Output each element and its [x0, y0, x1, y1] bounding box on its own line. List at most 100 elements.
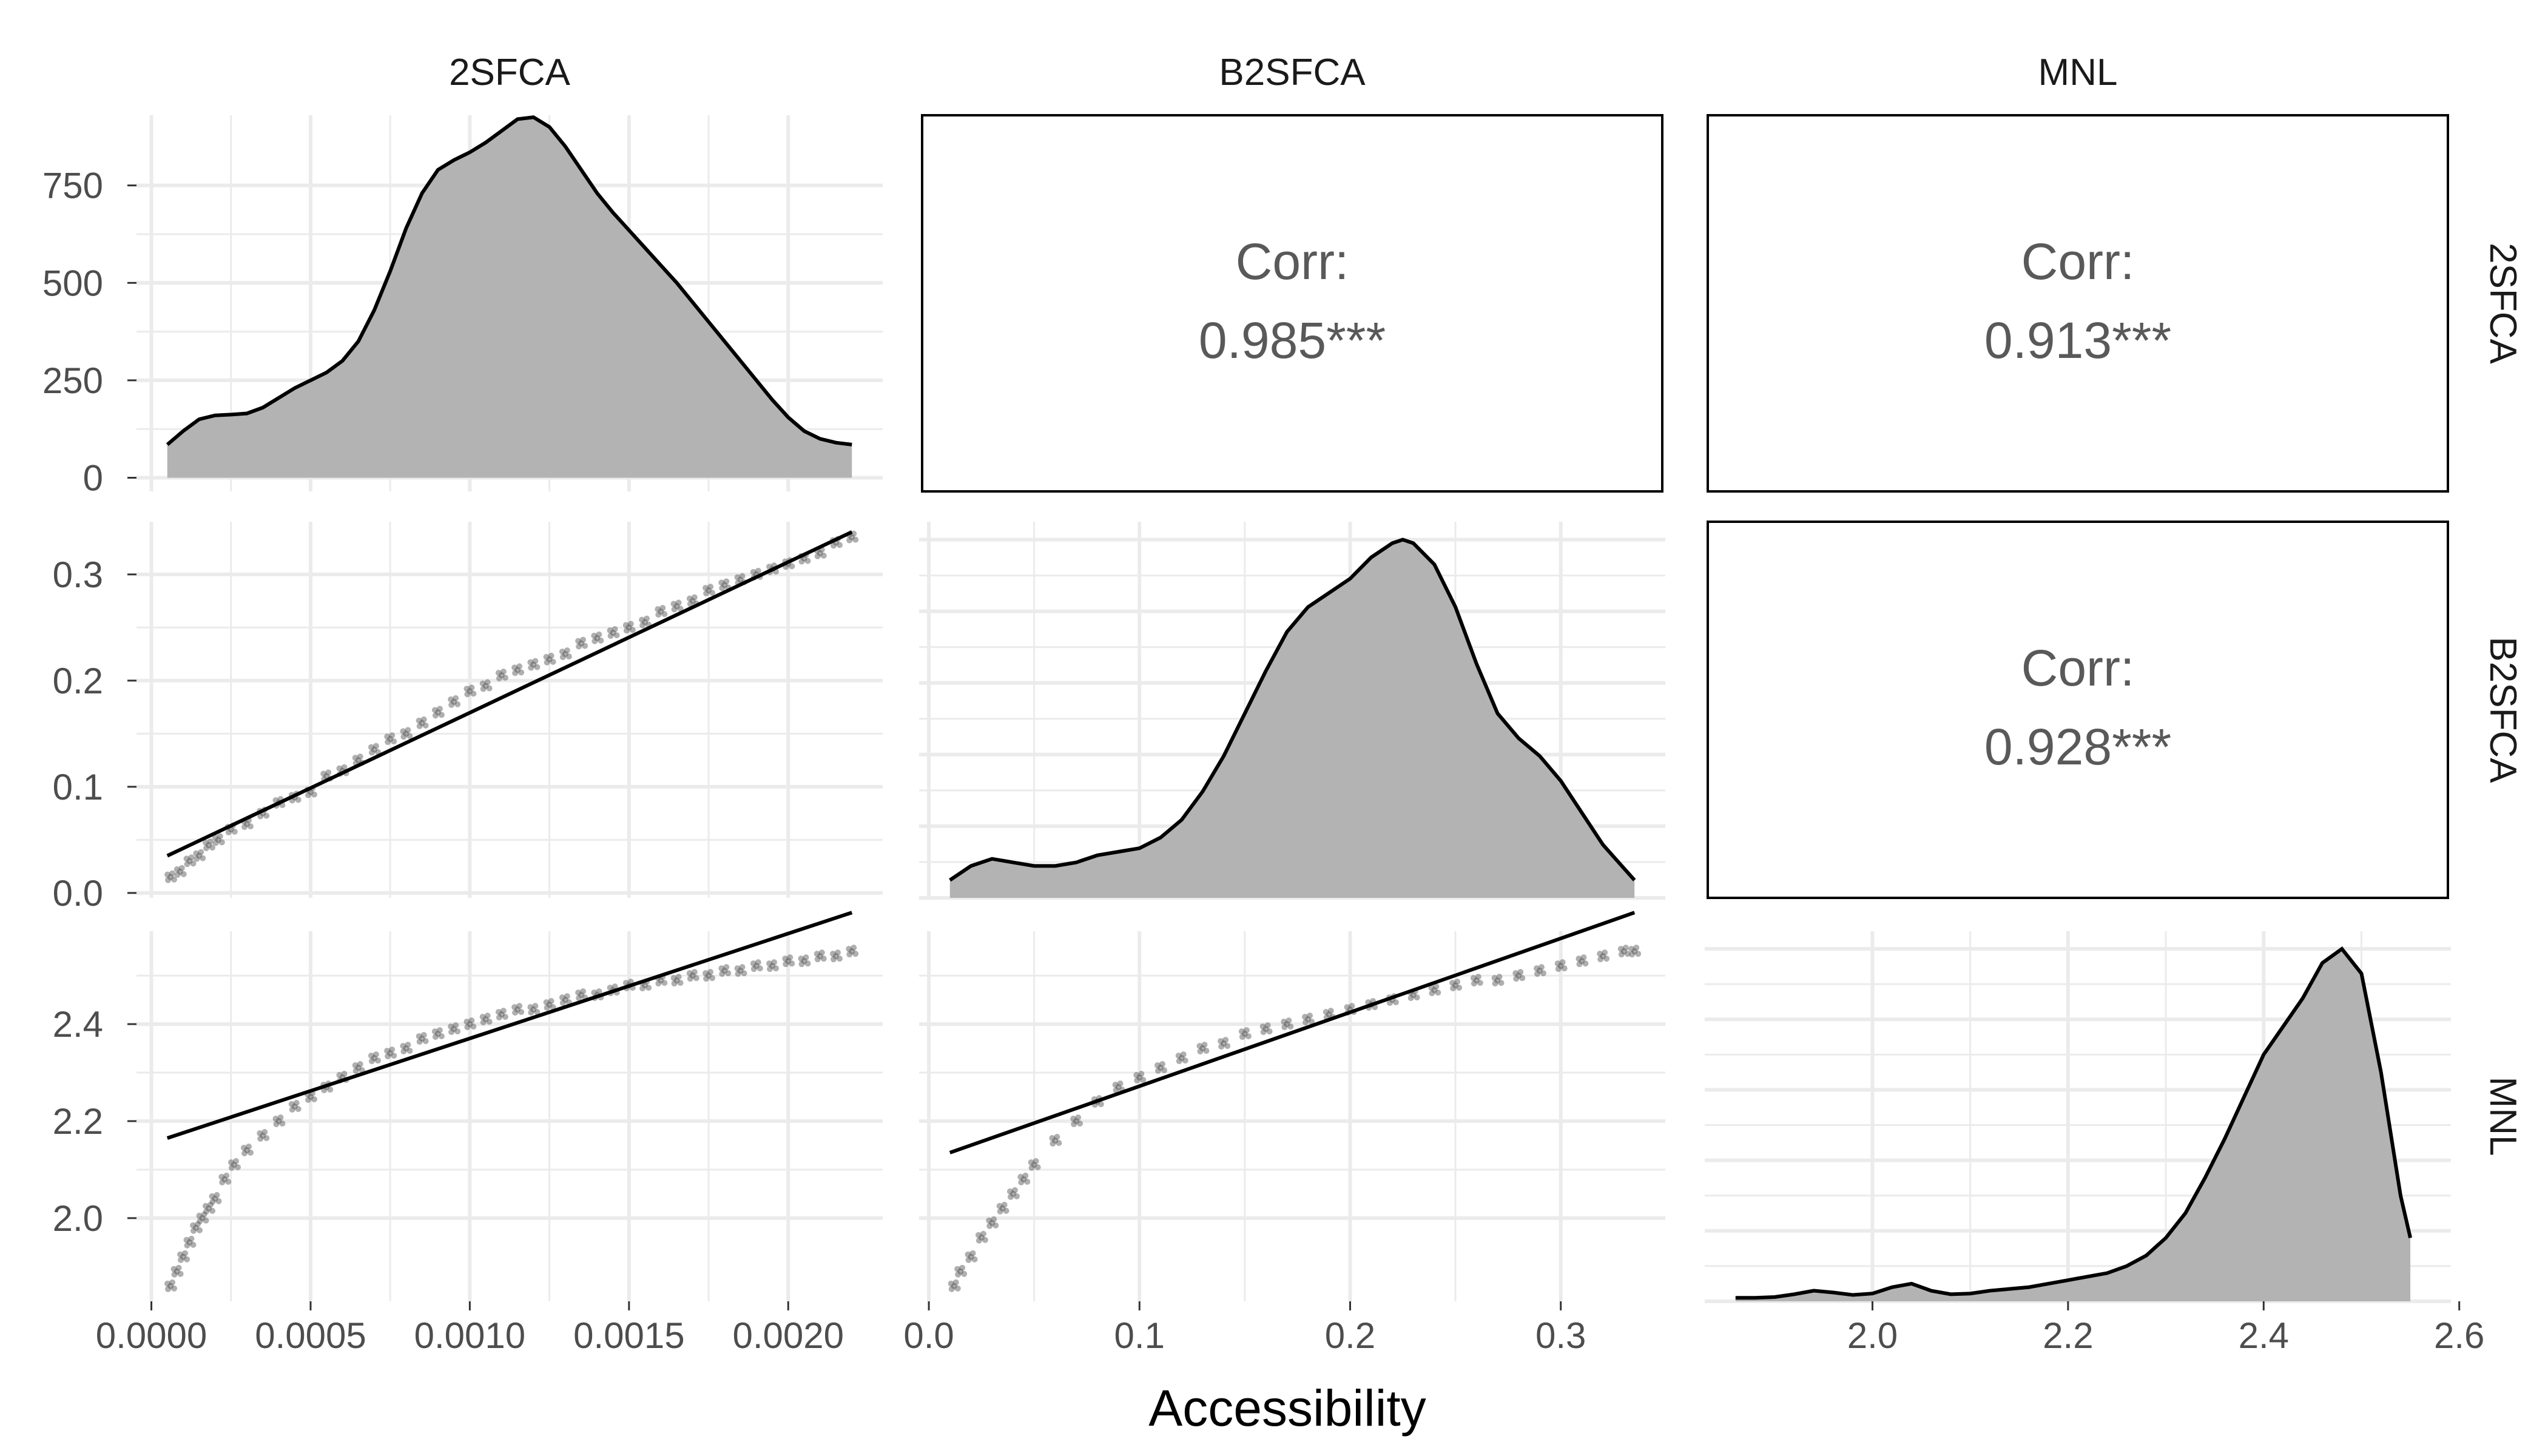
scatter-point — [969, 1250, 976, 1256]
scatter-point — [436, 706, 443, 712]
scatter-point — [993, 1222, 999, 1228]
scatter-point — [1456, 985, 1463, 991]
scatter-point — [245, 1143, 252, 1150]
correlation-value: 0.985*** — [1199, 312, 1386, 369]
scatter-point — [500, 669, 507, 675]
scatter-point — [670, 601, 677, 607]
y-tick-label: 750 — [42, 166, 103, 206]
x-tick-label: 0.0015 — [573, 1315, 685, 1356]
scatter-point — [182, 1250, 189, 1256]
scatter-point — [352, 1062, 359, 1069]
scatter-point — [1013, 1193, 1020, 1199]
scatter-point — [203, 1202, 209, 1209]
scatter-point — [1631, 948, 1638, 955]
scatter-point — [400, 733, 407, 740]
scatter-point — [986, 1217, 993, 1224]
scatter-point — [1622, 945, 1629, 951]
scatter-point — [480, 1019, 487, 1026]
scatter-point — [766, 960, 773, 967]
scatter-point — [1561, 965, 1568, 972]
scatter-point — [691, 969, 698, 976]
scatter-point — [750, 568, 757, 575]
scatter-point — [1159, 1061, 1165, 1068]
x-axis-label: Accessibility — [1148, 1380, 1426, 1437]
scatter-point — [1536, 968, 1543, 974]
correlation-label: Corr: — [1236, 233, 1349, 290]
scatter-point — [438, 1033, 445, 1040]
scatter-point — [965, 1251, 971, 1258]
scatter-point — [607, 985, 613, 991]
scatter-point — [1115, 1084, 1122, 1091]
scatter-point — [689, 598, 696, 604]
x-tick-label: 2.2 — [2043, 1315, 2093, 1356]
scatter-point — [293, 1100, 300, 1107]
scatter-point — [197, 1218, 203, 1224]
scatter-point — [190, 1241, 197, 1248]
scatter-point — [196, 1212, 203, 1219]
scatter-point — [467, 688, 473, 695]
scatter-point — [1001, 1201, 1008, 1208]
scatter-point — [1494, 977, 1501, 984]
scatter-point — [482, 682, 489, 689]
scatter-point — [548, 652, 554, 659]
scatter-point — [1011, 1187, 1018, 1193]
scatter-point — [277, 1114, 284, 1121]
y-tick-label: 0.3 — [53, 554, 103, 595]
scatter-point — [1344, 1004, 1350, 1011]
scatter-point — [1024, 1178, 1031, 1185]
scatter-point — [177, 1251, 184, 1258]
scatter-point — [174, 871, 181, 878]
scatter-point — [687, 601, 693, 607]
scatter-point — [323, 773, 330, 780]
scatter-point — [228, 1159, 234, 1165]
scatter-point — [385, 1053, 391, 1060]
scatter-point — [470, 690, 477, 697]
scatter-point — [516, 663, 523, 670]
density-area-MNL — [1735, 949, 2411, 1301]
scatter-point — [400, 1048, 407, 1055]
scatter-point — [164, 871, 171, 878]
scatter-point — [1307, 1013, 1313, 1019]
scatter-point — [400, 1043, 406, 1050]
scatter-point — [188, 1235, 195, 1242]
scatter-point — [261, 1128, 268, 1135]
scatter-point — [739, 964, 746, 971]
scatter-point — [200, 855, 206, 861]
scatter-point — [671, 980, 678, 987]
scatter-point — [416, 723, 423, 729]
scatter-point — [1097, 1101, 1104, 1108]
x-tick-label: 0.2 — [1325, 1315, 1375, 1356]
scatter-point — [231, 1161, 237, 1168]
scatter-point — [829, 951, 836, 957]
scatter-point — [336, 765, 343, 772]
scatter-point — [703, 970, 709, 977]
scatter-point — [849, 948, 855, 955]
y-tick-label: 2.0 — [53, 1198, 103, 1239]
scatter-point — [1020, 1176, 1027, 1182]
scatter-point — [1305, 1016, 1312, 1023]
scatter-point — [575, 638, 582, 644]
scatter-point — [706, 972, 712, 979]
scatter-point — [851, 530, 857, 537]
scatter-point — [464, 691, 471, 698]
scatter-point — [836, 956, 843, 962]
scatter-point — [989, 1219, 996, 1226]
scatter-point — [659, 605, 666, 612]
scatter-point — [389, 1046, 396, 1053]
scatter-point — [980, 1230, 986, 1237]
panel-2SFCA-2SFCA — [136, 115, 883, 491]
scatter-point — [718, 579, 725, 586]
scatter-point — [225, 1178, 232, 1185]
scatter-point — [1617, 946, 1624, 952]
density-line-MNL — [1735, 946, 2413, 1300]
scatter-point — [612, 626, 618, 633]
scatter-point — [689, 972, 696, 979]
scatter-point — [741, 970, 747, 977]
correlation-label: Corr: — [2021, 639, 2135, 696]
scatter-point — [273, 1121, 280, 1127]
y-tick-label: 500 — [42, 263, 103, 303]
scatter-point — [1117, 1080, 1124, 1087]
scatter-point — [1431, 987, 1438, 994]
scatter-point — [480, 686, 487, 692]
fit-line — [166, 530, 853, 858]
